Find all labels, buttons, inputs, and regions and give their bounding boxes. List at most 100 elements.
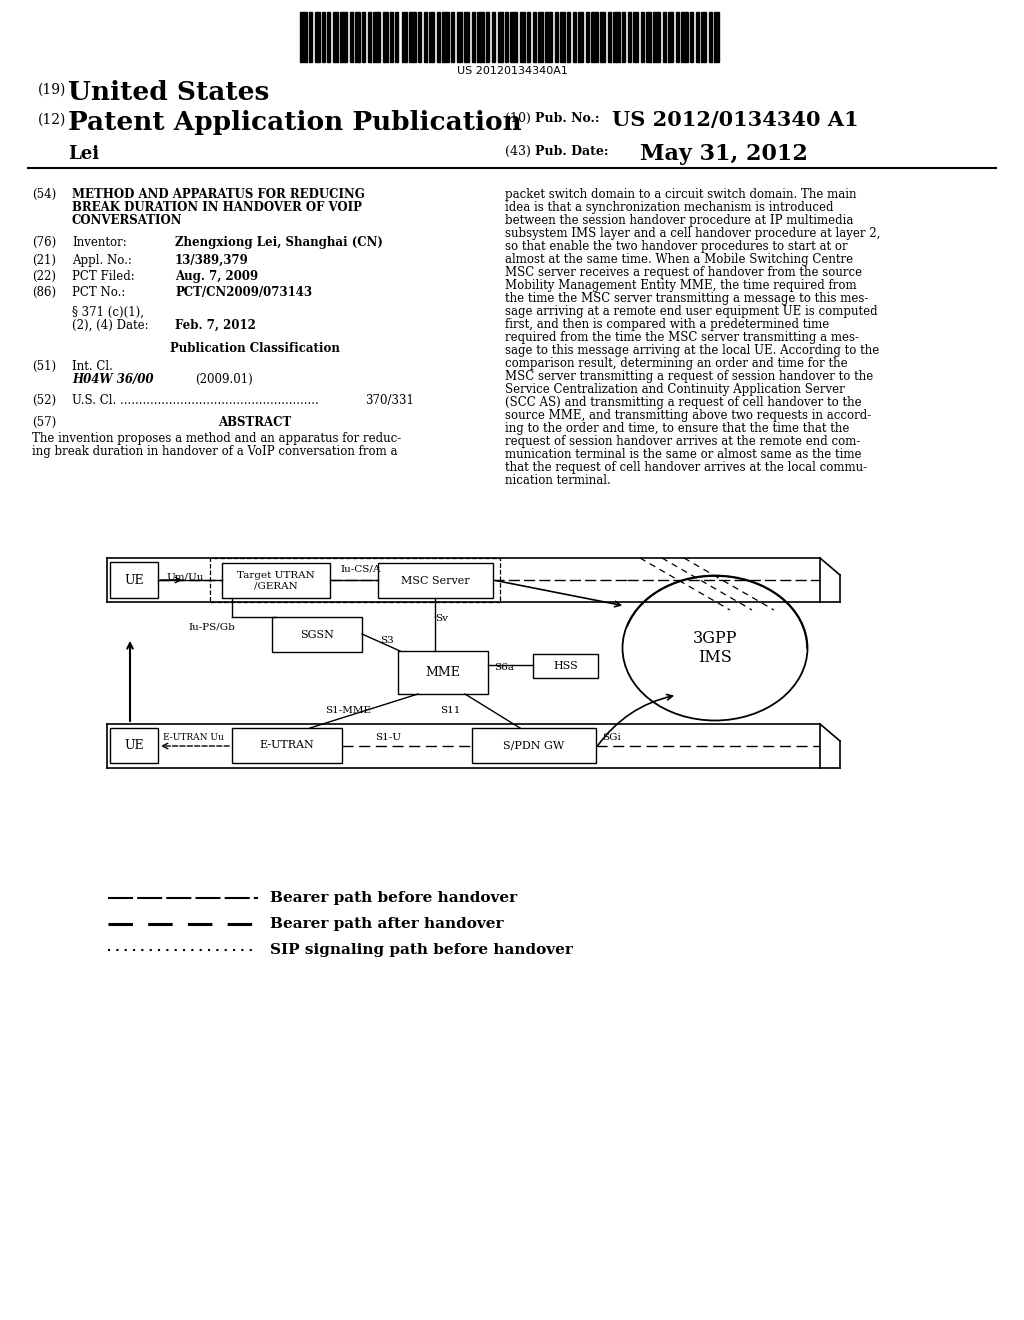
- Text: United States: United States: [68, 81, 269, 106]
- Text: Publication Classification: Publication Classification: [170, 342, 340, 355]
- Bar: [383, 12, 388, 62]
- Bar: [586, 12, 589, 62]
- Text: (SCC AS) and transmitting a request of cell handover to the: (SCC AS) and transmitting a request of c…: [505, 396, 861, 409]
- Bar: [676, 12, 679, 62]
- Bar: [355, 12, 360, 62]
- Text: MSC server transmitting a request of session handover to the: MSC server transmitting a request of ses…: [505, 370, 873, 383]
- Text: SGSN: SGSN: [300, 630, 334, 639]
- Bar: [210, 558, 500, 602]
- Text: first, and then is compared with a predetermined time: first, and then is compared with a prede…: [505, 318, 829, 331]
- Text: SIP signaling path before handover: SIP signaling path before handover: [270, 942, 572, 957]
- Text: Sv: Sv: [435, 614, 449, 623]
- Text: Pub. Date:: Pub. Date:: [535, 145, 608, 158]
- Bar: [653, 12, 660, 62]
- Bar: [472, 12, 475, 62]
- Text: (51): (51): [32, 360, 56, 374]
- Bar: [315, 12, 319, 62]
- Bar: [300, 12, 307, 62]
- Text: (52): (52): [32, 393, 56, 407]
- Bar: [633, 12, 638, 62]
- Text: 370/331: 370/331: [365, 393, 414, 407]
- Text: request of session handover arrives at the remote end com-: request of session handover arrives at t…: [505, 436, 860, 447]
- Text: The invention proposes a method and an apparatus for reduc-: The invention proposes a method and an a…: [32, 432, 401, 445]
- Text: PCT/CN2009/073143: PCT/CN2009/073143: [175, 286, 312, 300]
- Bar: [457, 12, 462, 62]
- Bar: [232, 729, 342, 763]
- Text: (12): (12): [38, 114, 67, 127]
- Bar: [701, 12, 706, 62]
- Text: BREAK DURATION IN HANDOVER OF VOIP: BREAK DURATION IN HANDOVER OF VOIP: [72, 201, 361, 214]
- Text: subsystem IMS layer and a cell handover procedure at layer 2,: subsystem IMS layer and a cell handover …: [505, 227, 881, 240]
- Bar: [492, 12, 495, 62]
- Bar: [486, 12, 489, 62]
- Text: idea is that a synchronization mechanism is introduced: idea is that a synchronization mechanism…: [505, 201, 834, 214]
- Text: Feb. 7, 2012: Feb. 7, 2012: [175, 319, 256, 333]
- Text: S3: S3: [380, 636, 394, 645]
- Bar: [398, 651, 488, 694]
- Text: (2009.01): (2009.01): [195, 374, 253, 385]
- Text: E-UTRAN: E-UTRAN: [260, 741, 314, 751]
- Text: CONVERSATION: CONVERSATION: [72, 214, 182, 227]
- Text: PCT No.:: PCT No.:: [72, 286, 125, 300]
- Text: between the session handover procedure at IP multimedia: between the session handover procedure a…: [505, 214, 853, 227]
- Bar: [613, 12, 620, 62]
- Text: 13/389,379: 13/389,379: [175, 253, 249, 267]
- Bar: [222, 564, 330, 598]
- Bar: [560, 12, 565, 62]
- Bar: [350, 12, 353, 62]
- Text: § 371 (c)(1),: § 371 (c)(1),: [72, 306, 144, 319]
- Bar: [472, 729, 596, 763]
- Text: US 2012/0134340 A1: US 2012/0134340 A1: [612, 110, 859, 129]
- Bar: [373, 12, 380, 62]
- Bar: [327, 12, 330, 62]
- Bar: [628, 12, 631, 62]
- Bar: [437, 12, 440, 62]
- Text: (10): (10): [505, 112, 530, 125]
- Bar: [110, 562, 158, 598]
- Text: Target UTRAN
/GERAN: Target UTRAN /GERAN: [238, 570, 314, 590]
- Text: (21): (21): [32, 253, 56, 267]
- Text: Mobility Management Entity MME, the time required from: Mobility Management Entity MME, the time…: [505, 279, 857, 292]
- Bar: [527, 12, 530, 62]
- Bar: [591, 12, 598, 62]
- Bar: [545, 12, 552, 62]
- Bar: [110, 729, 158, 763]
- Text: ing to the order and time, to ensure that the time that the: ing to the order and time, to ensure tha…: [505, 422, 849, 436]
- Text: HSS: HSS: [553, 661, 578, 671]
- Text: nication terminal.: nication terminal.: [505, 474, 610, 487]
- Bar: [641, 12, 644, 62]
- Text: Appl. No.:: Appl. No.:: [72, 253, 132, 267]
- Text: UE: UE: [124, 573, 143, 586]
- Text: Lei: Lei: [68, 145, 99, 162]
- Text: SGi: SGi: [602, 733, 621, 742]
- Text: (2), (4) Date:: (2), (4) Date:: [72, 319, 148, 333]
- Text: Bearer path before handover: Bearer path before handover: [270, 891, 517, 906]
- Bar: [390, 12, 393, 62]
- Text: S/PDN GW: S/PDN GW: [504, 741, 564, 751]
- Text: Inventor:: Inventor:: [72, 236, 127, 249]
- Text: S6a: S6a: [494, 663, 514, 672]
- Text: (19): (19): [38, 83, 67, 96]
- Text: U.S. Cl. .....................................................: U.S. Cl. ...............................…: [72, 393, 318, 407]
- Text: Zhengxiong Lei, Shanghai (CN): Zhengxiong Lei, Shanghai (CN): [175, 236, 383, 249]
- Bar: [322, 12, 325, 62]
- Bar: [622, 12, 625, 62]
- Bar: [395, 12, 398, 62]
- Text: May 31, 2012: May 31, 2012: [640, 143, 808, 165]
- Text: (22): (22): [32, 271, 56, 282]
- Text: MSC server receives a request of handover from the source: MSC server receives a request of handove…: [505, 267, 862, 279]
- Text: Bearer path after handover: Bearer path after handover: [270, 917, 504, 931]
- Text: S1-MME: S1-MME: [325, 706, 371, 715]
- Text: ing break duration in handover of a VoIP conversation from a: ing break duration in handover of a VoIP…: [32, 445, 397, 458]
- Bar: [714, 12, 719, 62]
- Bar: [578, 12, 583, 62]
- Bar: [442, 12, 449, 62]
- Bar: [362, 12, 365, 62]
- Bar: [272, 616, 362, 652]
- Bar: [534, 12, 536, 62]
- Bar: [573, 12, 575, 62]
- Bar: [690, 12, 693, 62]
- Bar: [538, 12, 543, 62]
- Text: (43): (43): [505, 145, 530, 158]
- Bar: [424, 12, 427, 62]
